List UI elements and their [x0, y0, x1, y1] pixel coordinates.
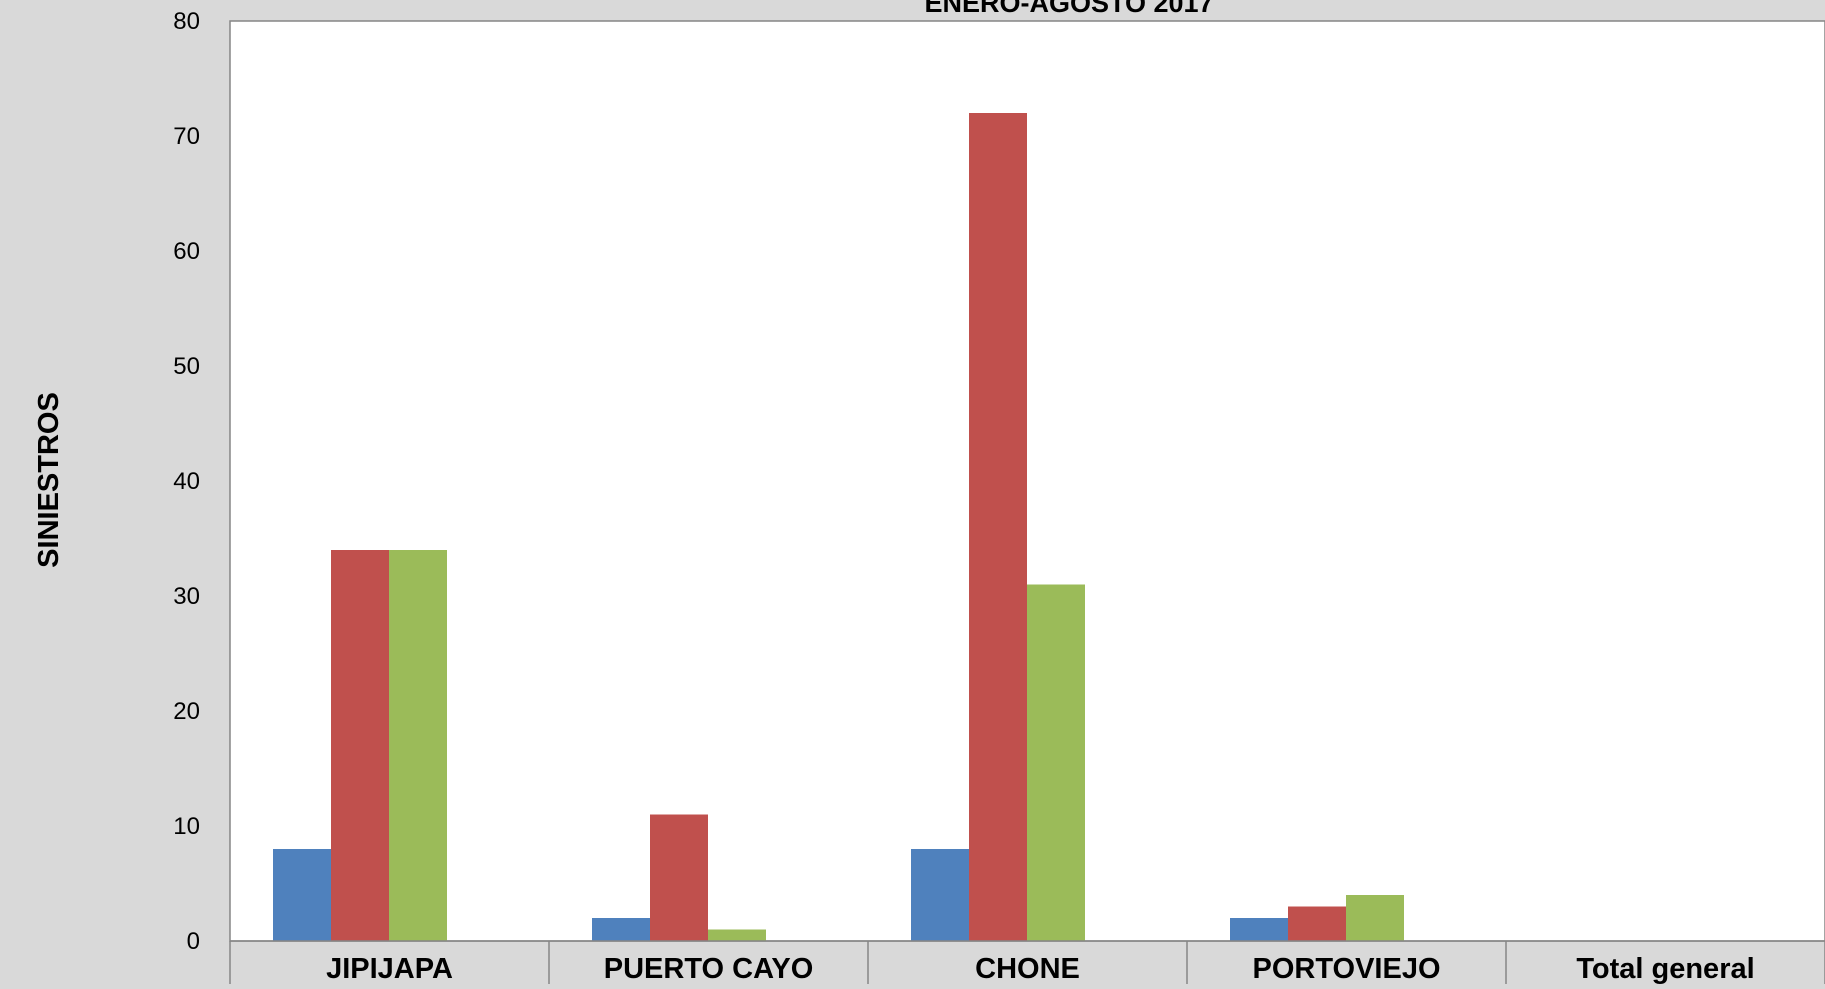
bar-series1-chone	[911, 849, 969, 941]
bar-series1-portoviejo	[1230, 918, 1288, 941]
y-tick-label: 80	[173, 8, 200, 35]
y-axis-title: SINIESTROS	[33, 392, 65, 568]
bar-series1-puerto-cayo	[592, 918, 650, 941]
bars-group	[273, 113, 1404, 941]
x-tick-label: PORTOVIEJO	[1252, 953, 1440, 984]
bar-series3-jipijapa	[389, 550, 447, 941]
y-tick-label: 40	[173, 468, 200, 495]
x-tick-label: JIPIJAPA	[326, 953, 453, 984]
bar-series3-puerto-cayo	[708, 929, 766, 941]
bar-series2-portoviejo	[1288, 906, 1346, 941]
y-tick-label: 0	[187, 928, 200, 955]
y-tick-label: 10	[173, 813, 200, 840]
chart-title: ENERO-AGOSTO 2017	[924, 0, 1213, 18]
bar-series2-chone	[969, 113, 1027, 941]
bar-series2-jipijapa	[331, 550, 389, 941]
y-tick-label: 60	[173, 238, 200, 265]
y-tick-label: 70	[173, 123, 200, 150]
x-tick-label: Total general	[1576, 953, 1754, 984]
x-tick-label: PUERTO CAYO	[604, 953, 814, 984]
x-tick-label: CHONE	[975, 953, 1080, 984]
y-tick-label: 20	[173, 698, 200, 725]
bar-series1-jipijapa	[273, 849, 331, 941]
bar-series3-portoviejo	[1346, 895, 1404, 941]
value-axis: 0 10 20 30 40 50 60 70 80	[173, 8, 200, 955]
y-tick-label: 50	[173, 353, 200, 380]
bar-series3-chone	[1027, 584, 1085, 941]
y-tick-label: 30	[173, 583, 200, 610]
category-axis: JIPIJAPA PUERTO CAYO CHONE PORTOVIEJO Total …	[229, 940, 1825, 985]
bar-series2-puerto-cayo	[650, 814, 708, 941]
